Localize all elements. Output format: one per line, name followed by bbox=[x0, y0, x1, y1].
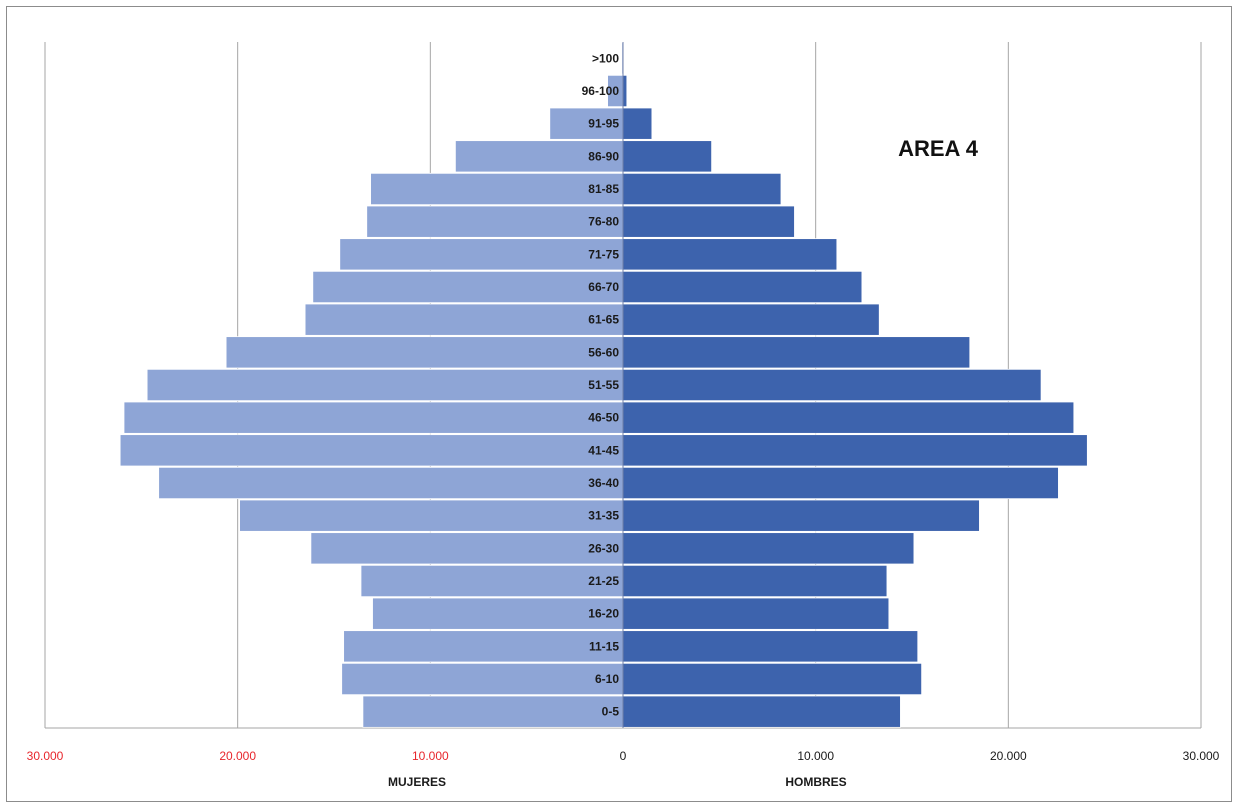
category-label: 76-80 bbox=[588, 215, 619, 229]
category-label: 96-100 bbox=[582, 84, 620, 98]
x-tick-label: 10.000 bbox=[412, 749, 449, 763]
bar-hombres-56-60 bbox=[622, 336, 971, 369]
category-label: 41-45 bbox=[588, 443, 619, 457]
bars bbox=[119, 42, 1088, 728]
category-label: 81-85 bbox=[588, 182, 619, 196]
category-label: 16-20 bbox=[588, 607, 619, 621]
bar-mujeres-41-45 bbox=[119, 434, 624, 467]
bar-mujeres-91-95 bbox=[549, 107, 624, 140]
category-label: 66-70 bbox=[588, 280, 619, 294]
category-labels: 0-5 6-10 11-15 16-20 21-25 26-30 31-35 36-40 41-… bbox=[582, 51, 620, 718]
bar-hombres-41-45 bbox=[622, 434, 1088, 467]
bar-hombres-66-70 bbox=[622, 270, 863, 304]
bar-hombres-71-75 bbox=[622, 238, 838, 271]
bar-mujeres-31-35 bbox=[239, 499, 624, 532]
bar-mujeres-51-55 bbox=[146, 368, 624, 402]
bar-hombres-91-95 bbox=[622, 107, 653, 140]
bar-hombres-86-90 bbox=[622, 140, 713, 173]
bar-hombres-0-5 bbox=[622, 695, 901, 728]
bar-mujeres-16-20 bbox=[372, 597, 624, 630]
bar-mujeres-81-85 bbox=[370, 172, 624, 206]
bar-hombres-76-80 bbox=[622, 205, 795, 238]
category-label: 36-40 bbox=[588, 476, 619, 490]
bar-hombres-16-20 bbox=[622, 597, 890, 630]
x-tick-label: 0 bbox=[620, 749, 627, 763]
category-label: 11-15 bbox=[589, 639, 619, 653]
x-tick-labels: 30.000 20.000 10.000 0 10.000 20.000 30.000 bbox=[27, 749, 1220, 763]
category-label: 56-60 bbox=[588, 345, 619, 359]
category-label: 51-55 bbox=[588, 378, 619, 392]
chart-title: AREA 4 bbox=[898, 136, 979, 161]
bar-mujeres-71-75 bbox=[339, 238, 624, 271]
x-tick-label: 10.000 bbox=[797, 749, 834, 763]
bar-hombres-11-15 bbox=[622, 630, 919, 663]
bar-hombres-26-30 bbox=[622, 532, 915, 565]
category-label: 61-65 bbox=[588, 313, 619, 327]
bar-mujeres-0-5 bbox=[362, 695, 624, 728]
bar-hombres-31-35 bbox=[622, 499, 980, 532]
category-label: 0-5 bbox=[602, 705, 620, 719]
category-label: 31-35 bbox=[588, 509, 619, 523]
bar-hombres-21-25 bbox=[622, 564, 888, 598]
bar-mujeres-61-65 bbox=[304, 303, 624, 336]
x-axis-label-left: MUJERES bbox=[388, 775, 446, 789]
bar-mujeres-76-80 bbox=[366, 205, 624, 238]
category-label: 6-10 bbox=[595, 672, 619, 686]
bar-hombres-6-10 bbox=[622, 662, 923, 696]
category-label: 21-25 bbox=[588, 574, 619, 588]
x-tick-label: 20.000 bbox=[990, 749, 1027, 763]
bar-mujeres-46-50 bbox=[123, 401, 624, 434]
category-label: >100 bbox=[592, 51, 619, 65]
x-axis-label-right: HOMBRES bbox=[785, 775, 846, 789]
category-label: 86-90 bbox=[588, 149, 619, 163]
category-label: 26-30 bbox=[588, 541, 619, 555]
bar-mujeres-86-90 bbox=[454, 140, 624, 173]
category-label: 71-75 bbox=[588, 247, 619, 261]
bar-hombres-51-55 bbox=[622, 368, 1042, 402]
category-label: 91-95 bbox=[588, 117, 619, 131]
x-tick-label: 30.000 bbox=[27, 749, 64, 763]
bar-hombres-36-40 bbox=[622, 466, 1059, 500]
x-tick-label: 30.000 bbox=[1183, 749, 1220, 763]
bar-mujeres-36-40 bbox=[158, 466, 624, 500]
bar-mujeres-11-15 bbox=[343, 630, 624, 663]
bar-hombres-46-50 bbox=[622, 401, 1075, 434]
bar-hombres-81-85 bbox=[622, 172, 782, 206]
x-tick-label: 20.000 bbox=[219, 749, 256, 763]
bar-hombres-96-100 bbox=[622, 74, 628, 108]
bar-mujeres-66-70 bbox=[312, 270, 624, 304]
bar-mujeres-6-10 bbox=[341, 662, 624, 696]
category-label: 46-50 bbox=[588, 411, 619, 425]
bar-mujeres-26-30 bbox=[310, 532, 624, 565]
bar-mujeres-56-60 bbox=[225, 336, 624, 369]
bar-mujeres-21-25 bbox=[360, 564, 624, 598]
bar-hombres-61-65 bbox=[622, 303, 880, 336]
